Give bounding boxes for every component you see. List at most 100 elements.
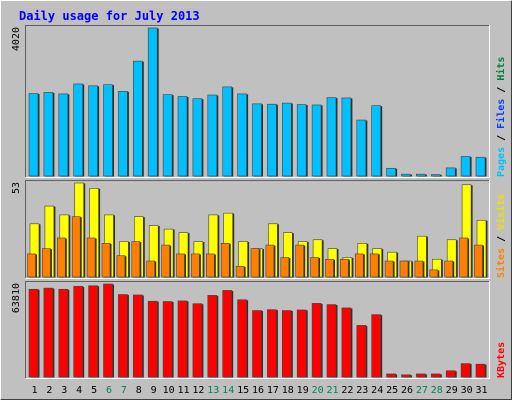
bar-kbytes-day-15	[237, 299, 247, 378]
bar-pages-day-31	[475, 156, 486, 177]
bar-pages-day-29	[445, 167, 456, 177]
bar-pages-day-10	[162, 94, 173, 177]
bar-kbytes-day-12	[192, 303, 203, 378]
x-tick-label-day-23: 23	[356, 385, 368, 396]
bar-sites-day-6	[101, 243, 111, 278]
bar-sites-day-17	[265, 244, 275, 278]
bar-pages-day-2	[43, 92, 54, 177]
x-tick-label-day-10: 10	[163, 385, 175, 396]
bar-pages-day-3	[58, 93, 69, 177]
bar-sites-day-11	[176, 253, 185, 278]
x-tick-label-day-27: 27	[416, 385, 428, 396]
bar-sites-day-25	[384, 260, 394, 278]
x-tick-label-day-1: 1	[31, 385, 37, 396]
legend-entry-kbytes: KBytes	[496, 342, 507, 378]
x-tick-label-day-17: 17	[267, 385, 279, 396]
x-tick-label-day-29: 29	[446, 385, 458, 396]
bar-pages-day-15	[237, 93, 247, 177]
bar-pages-day-16	[252, 103, 262, 177]
bar-pages-day-26	[401, 173, 411, 177]
bar-pages-day-12	[192, 98, 203, 177]
bar-sites-day-20	[310, 257, 319, 278]
panel-kbytes-frame-dark	[25, 281, 489, 378]
bar-kbytes-day-2	[43, 287, 54, 378]
x-tick-label-day-28: 28	[431, 385, 443, 396]
panel-kbytes-ymax-label: 63810	[11, 283, 22, 313]
legend-separator: /	[496, 230, 507, 248]
bar-kbytes-day-24	[371, 314, 382, 378]
bar-sites-day-26	[399, 260, 409, 278]
bar-sites-day-4	[71, 216, 81, 278]
x-tick-label-day-7: 7	[121, 385, 127, 396]
legend-separator: /	[496, 129, 507, 147]
panel-sites-visits-frame-dark	[25, 180, 489, 278]
bar-sites-day-30	[459, 237, 468, 278]
bar-pages-day-4	[73, 83, 83, 177]
bar-kbytes-day-23	[356, 325, 367, 378]
bar-pages-day-7	[118, 91, 128, 177]
bar-pages-day-27	[416, 173, 426, 177]
x-tick-label-day-8: 8	[136, 385, 142, 396]
x-tick-label-day-11: 11	[177, 385, 189, 396]
x-tick-label-day-21: 21	[326, 385, 338, 396]
bar-kbytes-day-1	[28, 288, 39, 378]
x-tick-label-day-18: 18	[282, 385, 294, 396]
bar-kbytes-day-10	[162, 301, 173, 378]
bar-pages-day-5	[88, 85, 98, 177]
legend-entry-sites: Sites	[495, 248, 507, 278]
panel-sites-visits-ymax-label: 53	[11, 182, 22, 194]
bar-sites-day-29	[444, 260, 454, 278]
bar-kbytes-day-5	[88, 285, 98, 378]
bar-pages-day-1	[28, 93, 39, 177]
panel-kbytes-frame-light	[25, 281, 490, 379]
x-tick-label-day-25: 25	[386, 385, 398, 396]
bar-kbytes-day-4	[73, 286, 83, 378]
bar-kbytes-day-13	[207, 295, 218, 378]
bar-kbytes-day-25	[386, 373, 396, 378]
x-tick-label-day-26: 26	[401, 385, 413, 396]
panel-sites-visits-frame-light	[25, 180, 490, 279]
bar-pages-day-18	[281, 102, 292, 177]
bar-pages-day-11	[177, 96, 188, 177]
bar-sites-day-15	[235, 266, 245, 278]
bar-sites-day-23	[354, 253, 364, 278]
bar-sites-day-3	[56, 237, 66, 278]
bar-pages-day-17	[267, 103, 277, 177]
x-tick-label-day-20: 20	[312, 385, 324, 396]
x-tick-label-day-19: 19	[297, 385, 309, 396]
bar-kbytes-day-22	[341, 307, 352, 378]
bar-sites-day-31	[474, 244, 483, 278]
legend-entry-hits: Hits	[495, 57, 507, 81]
bar-kbytes-day-30	[460, 363, 471, 378]
bar-kbytes-day-18	[281, 310, 292, 378]
x-tick-label-day-5: 5	[91, 385, 97, 396]
bar-pages-day-24	[371, 105, 382, 177]
x-tick-label-day-3: 3	[61, 385, 67, 396]
bar-kbytes-day-21	[326, 304, 337, 378]
bar-kbytes-day-8	[133, 294, 143, 378]
panel-pages-files-hits-ymax-label: 4020	[11, 27, 22, 51]
legend-entry-pages: Pages	[496, 147, 507, 177]
legend-entry-visits: Visits	[495, 194, 507, 230]
panel-pages-files-hits-frame-dark	[25, 25, 489, 177]
x-tick-label-day-2: 2	[46, 385, 52, 396]
x-tick-label-day-6: 6	[106, 385, 112, 396]
x-tick-label-day-14: 14	[222, 385, 234, 396]
bar-kbytes-day-19	[296, 309, 307, 378]
bar-sites-day-24	[369, 253, 379, 278]
bar-sites-day-14	[220, 243, 230, 278]
bar-kbytes-day-29	[445, 370, 456, 378]
bar-sites-day-1	[27, 253, 36, 278]
bar-kbytes-day-6	[103, 283, 113, 378]
x-tick-label-day-31: 31	[475, 385, 487, 396]
bar-sites-day-19	[295, 244, 305, 278]
bar-kbytes-day-9	[147, 300, 158, 378]
bar-sites-day-18	[280, 257, 290, 278]
bar-pages-day-30	[460, 156, 471, 177]
x-tick-label-day-15: 15	[237, 385, 249, 396]
bar-sites-day-28	[429, 269, 439, 278]
bar-pages-day-22	[341, 97, 352, 177]
bar-pages-day-21	[326, 97, 337, 177]
